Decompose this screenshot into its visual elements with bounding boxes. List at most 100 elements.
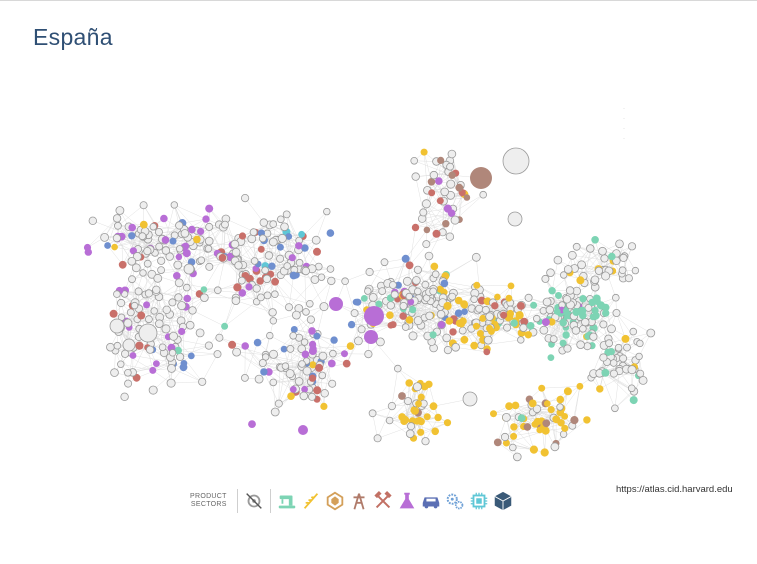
product-node[interactable]	[562, 331, 570, 339]
sewing-machine-icon[interactable]	[276, 490, 298, 512]
product-node[interactable]	[313, 386, 322, 395]
product-node[interactable]	[368, 292, 378, 302]
product-node[interactable]	[347, 320, 356, 329]
product-node[interactable]	[506, 309, 514, 318]
product-node[interactable]	[294, 377, 304, 386]
product-node[interactable]	[247, 234, 257, 244]
product-node[interactable]	[109, 309, 118, 318]
product-node[interactable]	[421, 280, 430, 289]
product-node[interactable]	[328, 379, 337, 388]
product-node[interactable]	[330, 336, 338, 344]
product-node[interactable]	[195, 328, 205, 338]
product-node[interactable]	[502, 439, 510, 447]
product-node[interactable]	[266, 331, 274, 340]
product-node[interactable]	[442, 333, 452, 343]
product-node[interactable]	[152, 285, 161, 294]
product-node[interactable]	[583, 342, 592, 351]
product-node[interactable]	[218, 253, 227, 262]
product-node[interactable]	[423, 413, 431, 421]
product-node[interactable]	[431, 270, 440, 279]
product-node[interactable]	[618, 266, 627, 275]
product-node[interactable]	[405, 316, 414, 324]
product-node[interactable]	[479, 314, 487, 322]
product-node[interactable]	[388, 281, 397, 289]
product-node[interactable]	[277, 233, 287, 243]
product-node[interactable]	[507, 282, 515, 290]
product-node[interactable]	[572, 242, 581, 251]
product-node[interactable]	[491, 302, 499, 310]
product-node[interactable]	[282, 210, 291, 219]
product-node[interactable]	[301, 385, 308, 393]
product-node[interactable]	[364, 349, 373, 359]
product-node[interactable]	[407, 298, 415, 306]
product-node[interactable]	[552, 415, 561, 424]
product-node[interactable]	[221, 322, 229, 330]
product-node[interactable]	[393, 364, 402, 373]
product-node[interactable]	[563, 265, 573, 274]
product-node[interactable]	[505, 402, 513, 410]
product-node[interactable]	[500, 432, 510, 442]
product-node[interactable]	[461, 308, 468, 316]
product-node[interactable]	[139, 201, 148, 210]
product-node[interactable]	[301, 244, 309, 252]
product-node[interactable]	[541, 318, 550, 327]
product-node[interactable]	[176, 352, 185, 361]
product-node[interactable]	[605, 339, 613, 348]
gears-icon[interactable]	[444, 490, 466, 512]
product-node[interactable]	[137, 311, 146, 320]
product-node[interactable]	[451, 342, 461, 352]
product-node[interactable]	[561, 424, 569, 432]
product-node[interactable]	[542, 297, 552, 307]
product-node[interactable]	[258, 358, 267, 367]
wheat-icon[interactable]	[300, 490, 322, 512]
product-node[interactable]	[112, 214, 122, 223]
product-node[interactable]	[401, 415, 410, 424]
product-node[interactable]	[629, 396, 638, 405]
product-node[interactable]	[120, 392, 129, 401]
product-node[interactable]	[115, 206, 125, 215]
product-node[interactable]	[596, 385, 604, 393]
product-node[interactable]	[576, 276, 585, 285]
product-node[interactable]	[302, 366, 312, 376]
product-node[interactable]	[256, 293, 265, 302]
product-node[interactable]	[529, 445, 539, 454]
product-node[interactable]	[313, 332, 321, 340]
product-node[interactable]	[341, 277, 349, 286]
product-node[interactable]	[234, 261, 243, 270]
product-node[interactable]	[205, 222, 214, 231]
product-node[interactable]	[260, 368, 268, 376]
stone-icon[interactable]	[324, 490, 346, 512]
product-node[interactable]	[298, 360, 306, 368]
product-node[interactable]	[259, 218, 268, 227]
product-node[interactable]	[261, 266, 269, 275]
product-node[interactable]	[429, 402, 438, 411]
product-node[interactable]	[584, 303, 593, 312]
cube-icon[interactable]	[492, 490, 514, 512]
product-node[interactable]	[104, 242, 111, 249]
product-node[interactable]	[329, 349, 337, 358]
product-node[interactable]	[619, 354, 628, 363]
product-node[interactable]	[169, 237, 177, 245]
product-node[interactable]	[202, 215, 210, 223]
product-node[interactable]	[252, 284, 261, 293]
product-node[interactable]	[198, 377, 207, 386]
product-node[interactable]	[483, 348, 491, 356]
product-node[interactable]	[280, 222, 289, 232]
product-node[interactable]	[455, 183, 464, 192]
product-node[interactable]	[112, 234, 122, 243]
product-node[interactable]	[524, 331, 532, 339]
product-node[interactable]	[598, 246, 607, 256]
product-node[interactable]	[624, 274, 633, 283]
product-node[interactable]	[302, 308, 310, 316]
product-node[interactable]	[436, 309, 446, 319]
product-node[interactable]	[291, 310, 301, 320]
product-node[interactable]	[517, 302, 525, 310]
flask-icon[interactable]	[396, 490, 418, 512]
product-node[interactable]	[122, 338, 136, 352]
product-node[interactable]	[168, 298, 177, 307]
product-node[interactable]	[415, 400, 422, 408]
product-node[interactable]	[150, 307, 158, 315]
product-node[interactable]	[541, 274, 550, 283]
product-node[interactable]	[602, 309, 610, 317]
product-node[interactable]	[429, 287, 438, 296]
